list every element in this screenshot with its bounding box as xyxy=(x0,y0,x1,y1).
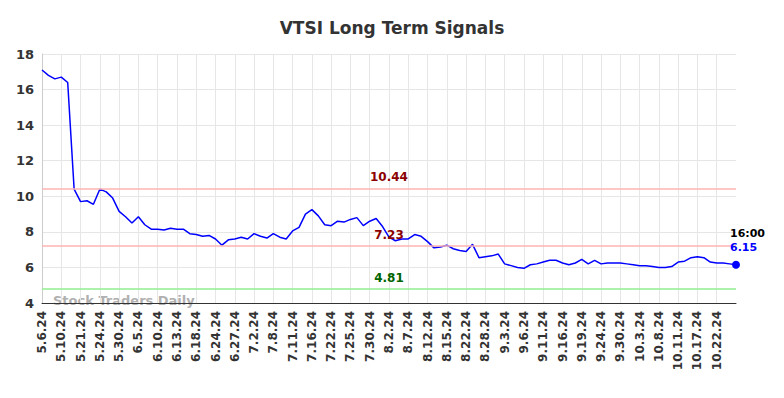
svg-text:10.22.24: 10.22.24 xyxy=(710,311,724,370)
svg-text:6.18.24: 6.18.24 xyxy=(189,311,203,362)
svg-text:7.22.24: 7.22.24 xyxy=(324,311,338,362)
svg-text:6.24.24: 6.24.24 xyxy=(209,311,223,362)
svg-text:10.3.24: 10.3.24 xyxy=(633,311,647,362)
svg-text:7.16.24: 7.16.24 xyxy=(305,311,319,362)
svg-text:7.30.24: 7.30.24 xyxy=(363,311,377,362)
svg-text:9.16.24: 9.16.24 xyxy=(556,311,570,362)
svg-text:4.81: 4.81 xyxy=(374,271,404,285)
svg-text:8.28.24: 8.28.24 xyxy=(478,311,492,362)
svg-text:5.21.24: 5.21.24 xyxy=(74,311,88,362)
svg-text:4: 4 xyxy=(25,296,34,311)
svg-text:Stock Traders Daily: Stock Traders Daily xyxy=(53,293,195,308)
svg-text:7.11.24: 7.11.24 xyxy=(286,311,300,362)
svg-text:7.23: 7.23 xyxy=(374,228,404,242)
svg-text:5.30.24: 5.30.24 xyxy=(112,311,126,362)
svg-text:8.22.24: 8.22.24 xyxy=(459,311,473,362)
svg-text:8.2.24: 8.2.24 xyxy=(382,311,396,354)
svg-text:16: 16 xyxy=(16,82,34,97)
svg-text:5.24.24: 5.24.24 xyxy=(93,311,107,362)
svg-text:18: 18 xyxy=(16,47,34,62)
svg-text:6.27.24: 6.27.24 xyxy=(228,311,242,362)
svg-text:10.17.24: 10.17.24 xyxy=(690,311,704,370)
svg-text:7.2.24: 7.2.24 xyxy=(247,311,261,354)
svg-text:9.30.24: 9.30.24 xyxy=(613,311,627,362)
svg-text:7.25.24: 7.25.24 xyxy=(343,311,357,362)
svg-text:12: 12 xyxy=(16,153,34,168)
svg-text:7.8.24: 7.8.24 xyxy=(266,311,280,354)
svg-text:16:00: 16:00 xyxy=(730,227,765,240)
svg-text:14: 14 xyxy=(16,118,34,133)
svg-text:10: 10 xyxy=(16,189,34,204)
svg-text:9.19.24: 9.19.24 xyxy=(575,311,589,362)
svg-text:8.15.24: 8.15.24 xyxy=(440,311,454,362)
svg-text:6.5.24: 6.5.24 xyxy=(131,311,145,354)
svg-text:6: 6 xyxy=(25,260,34,275)
svg-text:9.24.24: 9.24.24 xyxy=(594,311,608,362)
svg-text:8.7.24: 8.7.24 xyxy=(401,311,415,354)
svg-text:6.10.24: 6.10.24 xyxy=(151,311,165,362)
svg-text:5.6.24: 5.6.24 xyxy=(35,311,49,354)
svg-text:6.13.24: 6.13.24 xyxy=(170,311,184,362)
svg-text:10.44: 10.44 xyxy=(370,170,408,184)
svg-text:VTSI Long Term Signals: VTSI Long Term Signals xyxy=(280,18,505,38)
svg-text:10.11.24: 10.11.24 xyxy=(671,311,685,370)
svg-text:9.6.24: 9.6.24 xyxy=(517,311,531,354)
svg-text:9.11.24: 9.11.24 xyxy=(536,311,550,362)
svg-text:6.15: 6.15 xyxy=(730,241,757,254)
svg-text:10.8.24: 10.8.24 xyxy=(652,311,666,362)
svg-text:5.10.24: 5.10.24 xyxy=(54,311,68,362)
svg-text:8: 8 xyxy=(25,224,34,239)
svg-text:8.12.24: 8.12.24 xyxy=(421,311,435,362)
svg-text:9.3.24: 9.3.24 xyxy=(498,311,512,354)
